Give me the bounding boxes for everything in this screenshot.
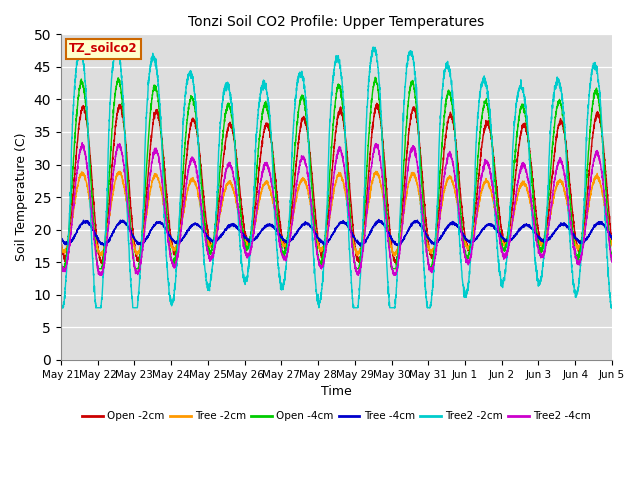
Title: Tonzi Soil CO2 Profile: Upper Temperatures: Tonzi Soil CO2 Profile: Upper Temperatur… xyxy=(188,15,484,29)
Tree -4cm xyxy=(492,225,499,231)
Tree -2cm xyxy=(372,168,380,174)
Tree -2cm xyxy=(608,243,616,249)
Legend: Open -2cm, Tree -2cm, Open -4cm, Tree -4cm, Tree2 -2cm, Tree2 -4cm: Open -2cm, Tree -2cm, Open -4cm, Tree -4… xyxy=(78,408,595,426)
Tree2 -4cm xyxy=(460,250,468,256)
Tree -4cm xyxy=(57,233,65,239)
Tree -2cm xyxy=(97,253,104,259)
Tree -2cm xyxy=(429,245,437,251)
Tree2 -2cm xyxy=(460,287,468,292)
Open -2cm xyxy=(429,252,437,258)
Open -2cm xyxy=(492,169,499,175)
Line: Tree2 -4cm: Tree2 -4cm xyxy=(61,143,612,275)
Open -4cm xyxy=(429,251,437,256)
Open -4cm xyxy=(608,257,616,263)
Open -4cm xyxy=(57,258,65,264)
Line: Open -2cm: Open -2cm xyxy=(61,103,612,264)
Tree -4cm xyxy=(460,232,468,238)
Tree2 -4cm xyxy=(429,263,437,269)
Tree2 -2cm xyxy=(607,303,615,309)
Tree2 -4cm xyxy=(608,259,616,265)
Tree -2cm xyxy=(460,237,468,242)
Tree -4cm xyxy=(156,220,164,226)
Line: Tree -2cm: Tree -2cm xyxy=(61,171,612,256)
Open -2cm xyxy=(373,100,381,106)
Tree -2cm xyxy=(316,245,324,251)
Open -4cm xyxy=(58,266,66,272)
Tree2 -4cm xyxy=(96,272,104,278)
Tree2 -2cm xyxy=(57,305,65,311)
Open -4cm xyxy=(607,257,615,263)
Tree2 -4cm xyxy=(492,207,499,213)
Open -4cm xyxy=(492,180,499,186)
Open -2cm xyxy=(156,121,164,127)
Line: Open -4cm: Open -4cm xyxy=(61,77,612,269)
Y-axis label: Soil Temperature (C): Soil Temperature (C) xyxy=(15,133,28,261)
Tree2 -4cm xyxy=(78,140,86,145)
Open -4cm xyxy=(316,260,324,266)
Tree2 -2cm xyxy=(156,104,164,109)
Tree -2cm xyxy=(492,210,499,216)
Tree2 -2cm xyxy=(608,305,616,311)
Tree2 -4cm xyxy=(316,263,324,269)
Tree -4cm xyxy=(429,240,437,245)
Tree2 -4cm xyxy=(57,259,65,265)
Tree -2cm xyxy=(57,245,65,251)
X-axis label: Time: Time xyxy=(321,385,352,398)
Tree -2cm xyxy=(156,183,164,189)
Tree2 -2cm xyxy=(111,45,118,50)
Open -4cm xyxy=(156,116,164,122)
Tree2 -4cm xyxy=(156,166,164,171)
Open -4cm xyxy=(460,244,468,250)
Tree2 -2cm xyxy=(492,212,499,217)
Text: TZ_soilco2: TZ_soilco2 xyxy=(69,42,138,56)
Tree -4cm xyxy=(356,243,364,249)
Tree2 -2cm xyxy=(316,299,324,305)
Tree -4cm xyxy=(316,237,324,243)
Tree2 -4cm xyxy=(607,258,615,264)
Open -2cm xyxy=(57,240,65,246)
Tree2 -2cm xyxy=(429,272,437,277)
Tree -4cm xyxy=(607,235,615,240)
Open -2cm xyxy=(98,261,106,266)
Open -2cm xyxy=(608,240,616,245)
Tree -2cm xyxy=(607,240,615,246)
Line: Tree -4cm: Tree -4cm xyxy=(61,219,612,246)
Open -2cm xyxy=(607,237,615,242)
Line: Tree2 -2cm: Tree2 -2cm xyxy=(61,48,612,308)
Open -2cm xyxy=(460,227,468,233)
Tree -4cm xyxy=(608,236,616,241)
Tree -4cm xyxy=(375,216,383,222)
Open -2cm xyxy=(316,246,324,252)
Open -4cm xyxy=(371,74,379,80)
